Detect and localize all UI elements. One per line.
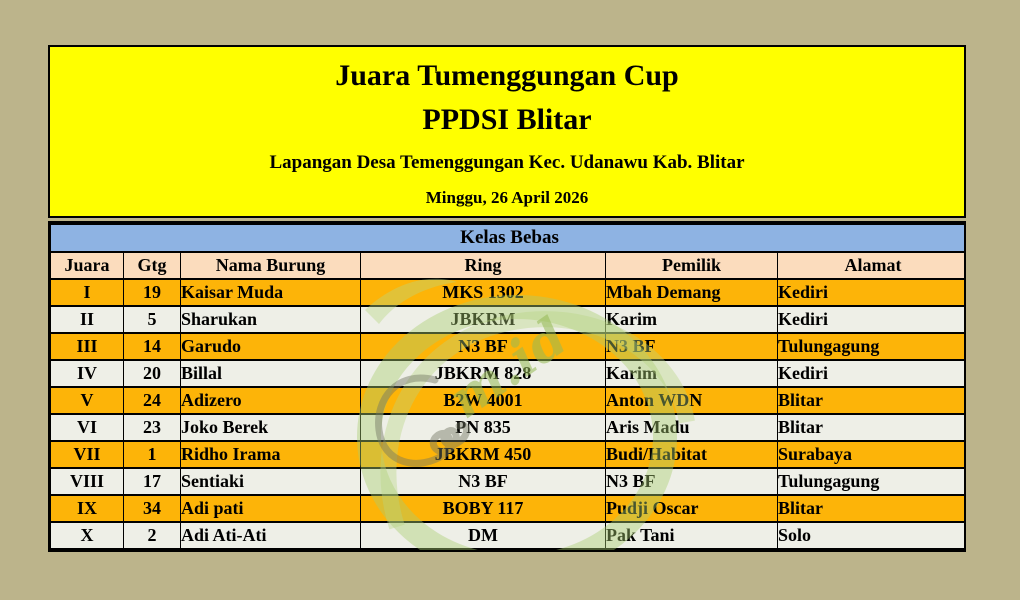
cell-ring: PN 835 (360, 413, 606, 442)
cell-alamat: Solo (776, 521, 964, 550)
cell-nama-burung: Kaisar Muda (180, 278, 361, 307)
cell-ring: BOBY 117 (360, 494, 606, 523)
cell-gtg: 2 (123, 521, 181, 550)
cell-gtg: 14 (123, 332, 181, 361)
event-title: Juara Tumenggungan Cup (335, 59, 679, 92)
event-venue: Lapangan Desa Temenggungan Kec. Udanawu … (269, 152, 745, 173)
table-row: VI 23 Joko Berek PN 835 Aris Madu Blitar (50, 413, 964, 442)
cell-alamat: Blitar (776, 386, 964, 415)
col-header-juara: Juara (50, 251, 124, 280)
cell-juara: VIII (50, 467, 124, 496)
table-row: IV 20 Billal JBKRM 828 Karim Kediri (50, 359, 964, 388)
table-row: II 5 Sharukan JBKRM Karim Kediri (50, 305, 964, 334)
cell-ring: MKS 1302 (360, 278, 606, 307)
col-header-alamat: Alamat (776, 251, 964, 280)
cell-pemilik: Mbah Demang (605, 278, 778, 307)
cell-pemilik: Karim (605, 359, 778, 388)
cell-juara: VI (50, 413, 124, 442)
col-header-pemilik: Pemilik (605, 251, 778, 280)
cell-nama-burung: Sharukan (180, 305, 361, 334)
cell-nama-burung: Ridho Irama (180, 440, 361, 469)
cell-ring: JBKRM (360, 305, 606, 334)
table-row: X 2 Adi Ati-Ati DM Pak Tani Solo (50, 521, 964, 550)
cell-ring: JBKRM 828 (360, 359, 606, 388)
results-table-wrap: Kelas Bebas Juara Gtg Nama Burung Ring P… (48, 221, 966, 552)
table-row: I 19 Kaisar Muda MKS 1302 Mbah Demang Kediri (50, 278, 964, 307)
cell-pemilik: Aris Madu (605, 413, 778, 442)
cell-juara: VII (50, 440, 124, 469)
cell-juara: III (50, 332, 124, 361)
table-row: III 14 Garudo N3 BF N3 BF Tulungagung (50, 332, 964, 361)
cell-juara: IX (50, 494, 124, 523)
cell-gtg: 1 (123, 440, 181, 469)
cell-pemilik: Pak Tani (605, 521, 778, 550)
cell-ring: N3 BF (360, 467, 606, 496)
results-table-body: I 19 Kaisar Muda MKS 1302 Mbah Demang Kediri I… (50, 278, 964, 550)
cell-nama-burung: Adi pati (180, 494, 361, 523)
cell-alamat: Kediri (776, 359, 964, 388)
table-row: VII 1 Ridho Irama JBKRM 450 Budi/Habitat Sura… (50, 440, 964, 469)
col-header-ring: Ring (360, 251, 606, 280)
cell-alamat: Blitar (776, 494, 964, 523)
cell-ring: N3 BF (360, 332, 606, 361)
class-header-row: Kelas Bebas (50, 223, 964, 253)
cell-gtg: 17 (123, 467, 181, 496)
cell-gtg: 20 (123, 359, 181, 388)
cell-alamat: Tulungagung (776, 332, 964, 361)
cell-juara: X (50, 521, 124, 550)
cell-nama-burung: Garudo (180, 332, 361, 361)
column-header-row: Juara Gtg Nama Burung Ring Pemilik Alama… (50, 251, 964, 280)
col-header-gtg: Gtg (123, 251, 181, 280)
cell-alamat: Kediri (776, 305, 964, 334)
event-organizer: PPDSI Blitar (422, 103, 592, 136)
cell-pemilik: Pudji Oscar (605, 494, 778, 523)
event-date: Minggu, 26 April 2026 (425, 188, 589, 207)
cell-pemilik: Karim (605, 305, 778, 334)
results-table: Kelas Bebas Juara Gtg Nama Burung Ring P… (50, 223, 964, 550)
cell-pemilik: Budi/Habitat (605, 440, 778, 469)
cell-juara: I (50, 278, 124, 307)
cell-ring: JBKRM 450 (360, 440, 606, 469)
cell-pemilik: N3 BF (605, 332, 778, 361)
cell-alamat: Tulungagung (776, 467, 964, 496)
cell-alamat: Surabaya (776, 440, 964, 469)
event-banner: Juara Tumenggungan Cup PPDSI Blitar Lapa… (48, 45, 966, 218)
cell-juara: V (50, 386, 124, 415)
cell-gtg: 24 (123, 386, 181, 415)
cell-gtg: 19 (123, 278, 181, 307)
cell-ring: DM (360, 521, 606, 550)
cell-gtg: 5 (123, 305, 181, 334)
cell-juara: IV (50, 359, 124, 388)
table-row: VIII 17 Sentiaki N3 BF N3 BF Tulungagung (50, 467, 964, 496)
table-row: V 24 Adizero B2W 4001 Anton WDN Blitar (50, 386, 964, 415)
cell-nama-burung: Sentiaki (180, 467, 361, 496)
cell-alamat: Blitar (776, 413, 964, 442)
cell-nama-burung: Billal (180, 359, 361, 388)
cell-gtg: 23 (123, 413, 181, 442)
cell-gtg: 34 (123, 494, 181, 523)
class-title: Kelas Bebas (50, 223, 964, 253)
cell-pemilik: Anton WDN (605, 386, 778, 415)
cell-nama-burung: Joko Berek (180, 413, 361, 442)
cell-nama-burung: Adizero (180, 386, 361, 415)
cell-juara: II (50, 305, 124, 334)
col-header-nama-burung: Nama Burung (180, 251, 361, 280)
cell-pemilik: N3 BF (605, 467, 778, 496)
cell-alamat: Kediri (776, 278, 964, 307)
table-row: IX 34 Adi pati BOBY 117 Pudji Oscar Blitar (50, 494, 964, 523)
cell-ring: B2W 4001 (360, 386, 606, 415)
cell-nama-burung: Adi Ati-Ati (180, 521, 361, 550)
